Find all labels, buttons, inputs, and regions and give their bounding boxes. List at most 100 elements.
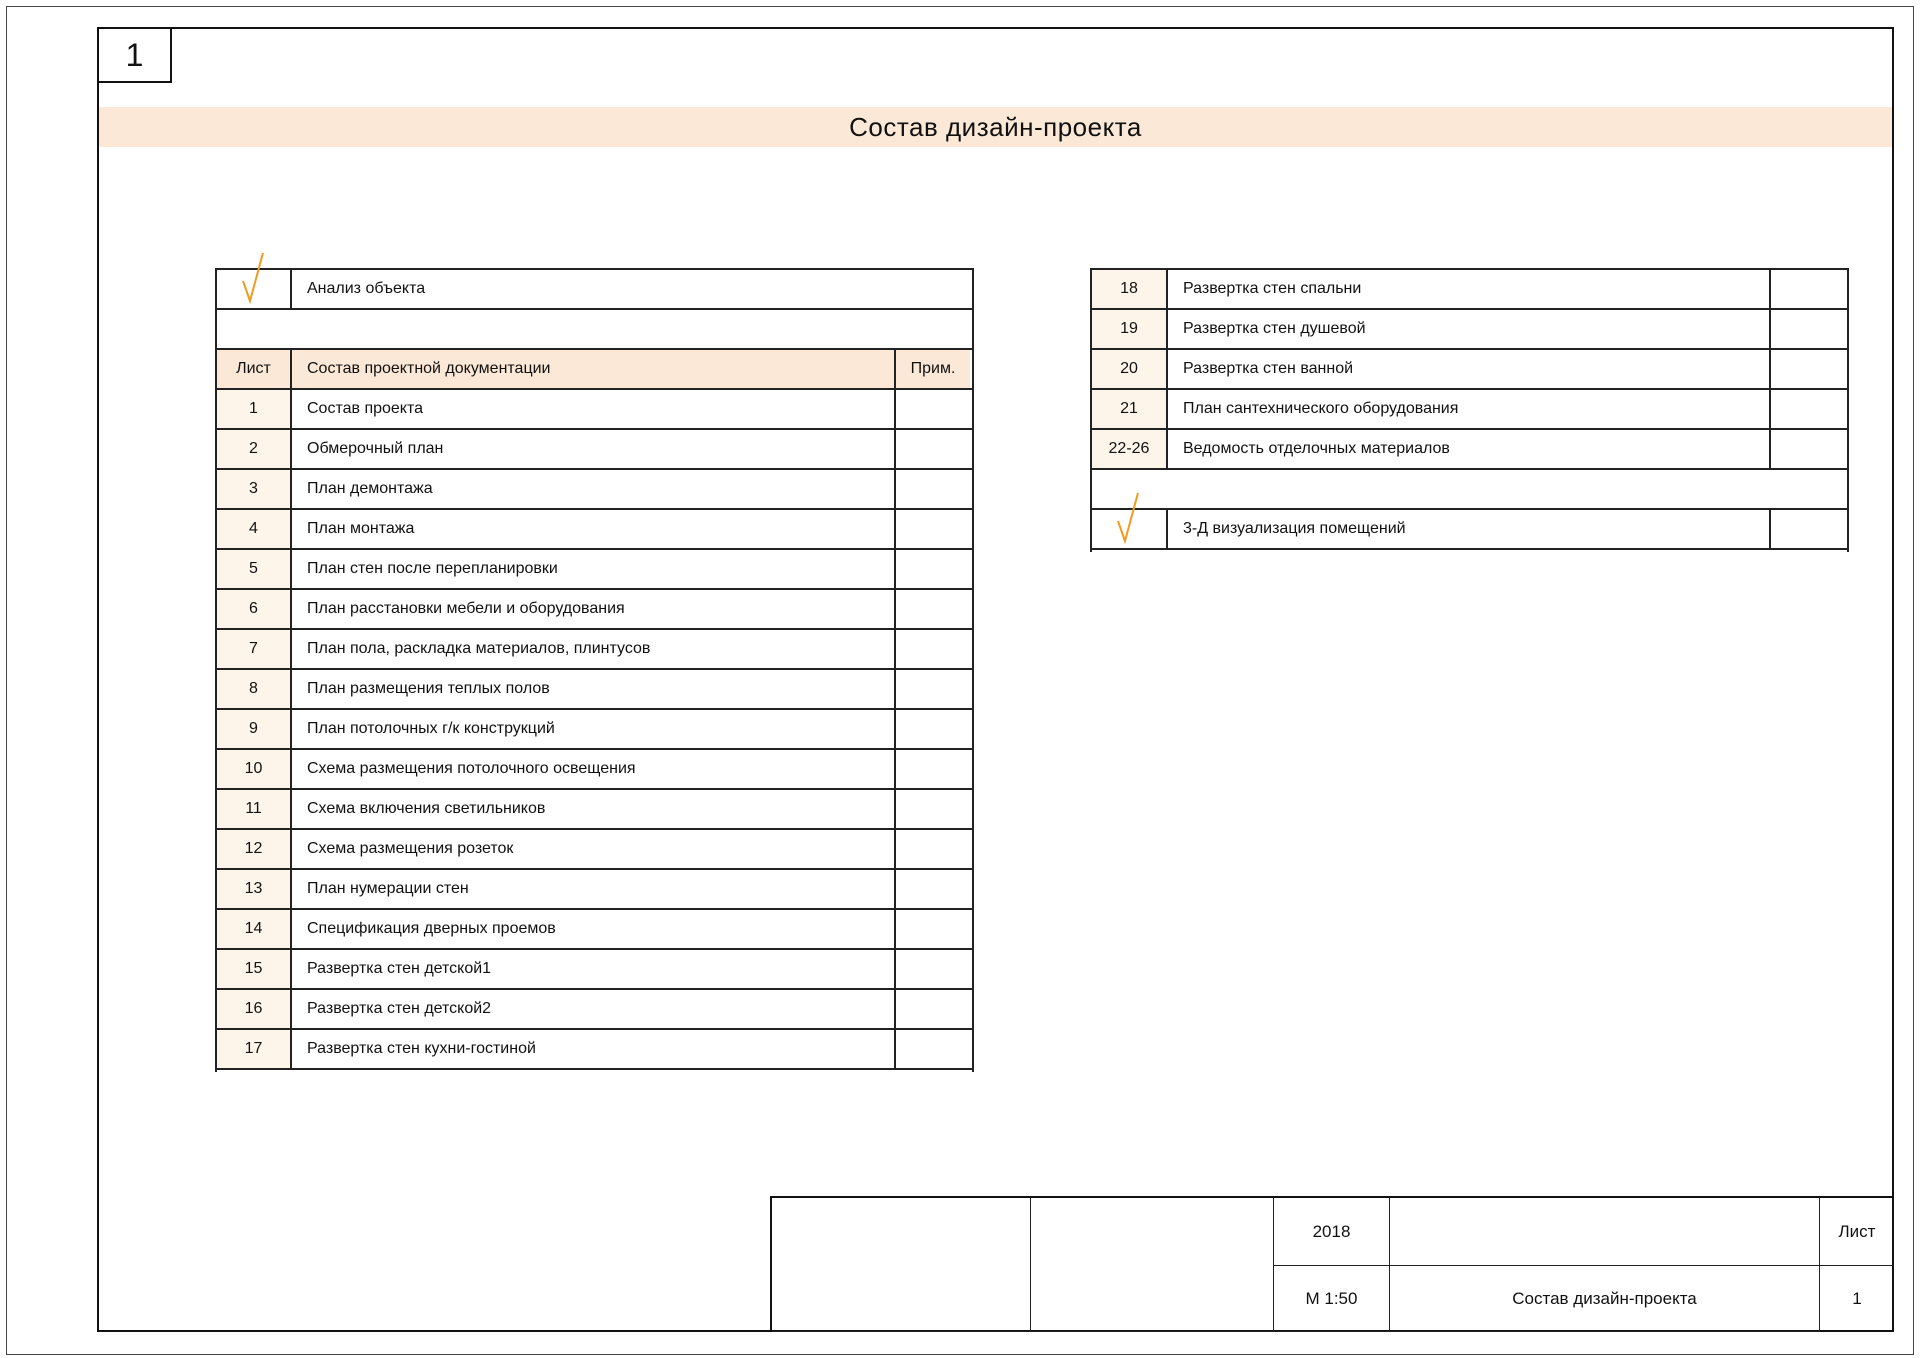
table-row: 5 План стен после перепланировки: [217, 550, 972, 590]
document-title: План потолочных г/к конструкций: [292, 710, 896, 748]
table-row: 9 План потолочных г/к конструкций: [217, 710, 972, 750]
sheet-number: 4: [217, 510, 292, 548]
table-row: 17 Развертка стен кухни-гостиной: [217, 1030, 972, 1070]
sheet-number: 16: [217, 990, 292, 1028]
table-row: 4 План монтажа: [217, 510, 972, 550]
stamp-sheet-value: 1: [1852, 1289, 1862, 1308]
sheet-number: 13: [217, 870, 292, 908]
note-cell: [1771, 310, 1845, 348]
stamp-scale: М 1:50: [1274, 1266, 1390, 1332]
document-title: План монтажа: [292, 510, 896, 548]
sheet-number: 22-26: [1092, 430, 1168, 468]
table-row: 1 Состав проекта: [217, 390, 972, 430]
header-sheet: Лист: [217, 350, 292, 388]
document-title: План размещения теплых полов: [292, 670, 896, 708]
table-row: 8 План размещения теплых полов: [217, 670, 972, 710]
sheet-number: 12: [217, 830, 292, 868]
title-block: 2018 М 1:50 Состав дизайн-проекта Лист 1: [770, 1196, 1894, 1332]
note-cell: [896, 910, 970, 948]
table-row: 22-26 Ведомость отделочных материалов: [1092, 430, 1847, 470]
sheet-number: 8: [217, 670, 292, 708]
document-title: Состав проекта: [292, 390, 896, 428]
document-title: План демонтажа: [292, 470, 896, 508]
sheet-number: 7: [217, 630, 292, 668]
table-row: 13 План нумерации стен: [217, 870, 972, 910]
header-row: Лист Состав проектной документации Прим.: [217, 350, 972, 390]
sheet-number: 10: [217, 750, 292, 788]
stamp-cell-blank-2: [1031, 1198, 1274, 1332]
sheet-number: 1: [217, 390, 292, 428]
sheet-number: 15: [217, 950, 292, 988]
stamp-year: 2018: [1274, 1198, 1390, 1266]
sheet-number: 11: [217, 790, 292, 828]
table-row: 12 Схема размещения розеток: [217, 830, 972, 870]
table-row: 15 Развертка стен детской1: [217, 950, 972, 990]
blank-row: [217, 310, 972, 350]
table-row: 18 Развертка стен спальни: [1092, 270, 1847, 310]
right-contents-table: 18 Развертка стен спальни 19 Развертка стен…: [1090, 268, 1849, 552]
note-cell: [896, 1030, 970, 1068]
sheet-number: 5: [217, 550, 292, 588]
page-title: Состав дизайн-проекта: [99, 107, 1892, 147]
note-cell: [896, 550, 970, 588]
note-cell: [896, 750, 970, 788]
note-cell: [896, 630, 970, 668]
sheet-number-box: 1: [97, 27, 172, 83]
document-title: План стен после перепланировки: [292, 550, 896, 588]
note-cell: [896, 710, 970, 748]
table-row: 11 Схема включения светильников: [217, 790, 972, 830]
stamp-sheet-label: Лист: [1820, 1198, 1894, 1266]
document-title: План нумерации стен: [292, 870, 896, 908]
check-icon: [217, 252, 292, 308]
document-title: Ведомость отделочных материалов: [1168, 430, 1771, 468]
sheet-number: 17: [217, 1030, 292, 1068]
note-cell: [896, 590, 970, 628]
table-row: 7 План пола, раскладка материалов, плинту…: [217, 630, 972, 670]
note-cell: [1771, 270, 1845, 308]
document-title: План расстановки мебели и оборудования: [292, 590, 896, 628]
sheet-number: 14: [217, 910, 292, 948]
section-title: Анализ объекта: [307, 280, 426, 297]
note-cell: [1771, 510, 1845, 548]
document-title: Схема включения светильников: [292, 790, 896, 828]
document-title: План пола, раскладка материалов, плинтус…: [292, 630, 896, 668]
document-title: Развертка стен спальни: [1168, 270, 1771, 308]
document-title: Обмерочный план: [292, 430, 896, 468]
stamp-title: Состав дизайн-проекта: [1390, 1266, 1820, 1332]
left-contents-table: Анализ объекта Лист Состав проектной докум…: [215, 252, 974, 1072]
stamp-cell-blank-1: [772, 1198, 1031, 1332]
sheet-number: 19: [1092, 310, 1168, 348]
table-row: 21 План сантехнического оборудования: [1092, 390, 1847, 430]
note-cell: [896, 430, 970, 468]
document-title: План сантехнического оборудования: [1168, 390, 1771, 428]
note-cell: [1771, 390, 1845, 428]
sheet-number: 3: [217, 470, 292, 508]
table-row: 14 Спецификация дверных проемов: [217, 910, 972, 950]
sheet-number: 9: [217, 710, 292, 748]
note-cell: [896, 790, 970, 828]
note-cell: [896, 870, 970, 908]
header-note: Прим.: [896, 350, 970, 388]
sheet-number: 18: [1092, 270, 1168, 308]
document-title: Развертка стен кухни-гостиной: [292, 1030, 896, 1068]
intro-row: Анализ объекта: [217, 252, 972, 310]
document-title: Развертка стен душевой: [1168, 310, 1771, 348]
section-title: 3-Д визуализация помещений: [1168, 510, 1771, 548]
sheet-number: 21: [1092, 390, 1168, 428]
document-title: Спецификация дверных проемов: [292, 910, 896, 948]
note-cell: [896, 990, 970, 1028]
document-title: Схема размещения потолочного освещения: [292, 750, 896, 788]
table-row: 16 Развертка стен детской2: [217, 990, 972, 1030]
note-cell: [896, 510, 970, 548]
note-cell: [896, 830, 970, 868]
extra-row: 3-Д визуализация помещений: [1092, 492, 1847, 550]
document-title: Развертка стен ванной: [1168, 350, 1771, 388]
document-title: Схема размещения розеток: [292, 830, 896, 868]
document-title: Развертка стен детской1: [292, 950, 896, 988]
check-icon: [1092, 492, 1168, 548]
stamp-cell-blank-3: [1390, 1198, 1820, 1266]
note-cell: [896, 390, 970, 428]
table-row: 20 Развертка стен ванной: [1092, 350, 1847, 390]
blank-row: [1092, 470, 1847, 510]
table-row: 19 Развертка стен душевой: [1092, 310, 1847, 350]
